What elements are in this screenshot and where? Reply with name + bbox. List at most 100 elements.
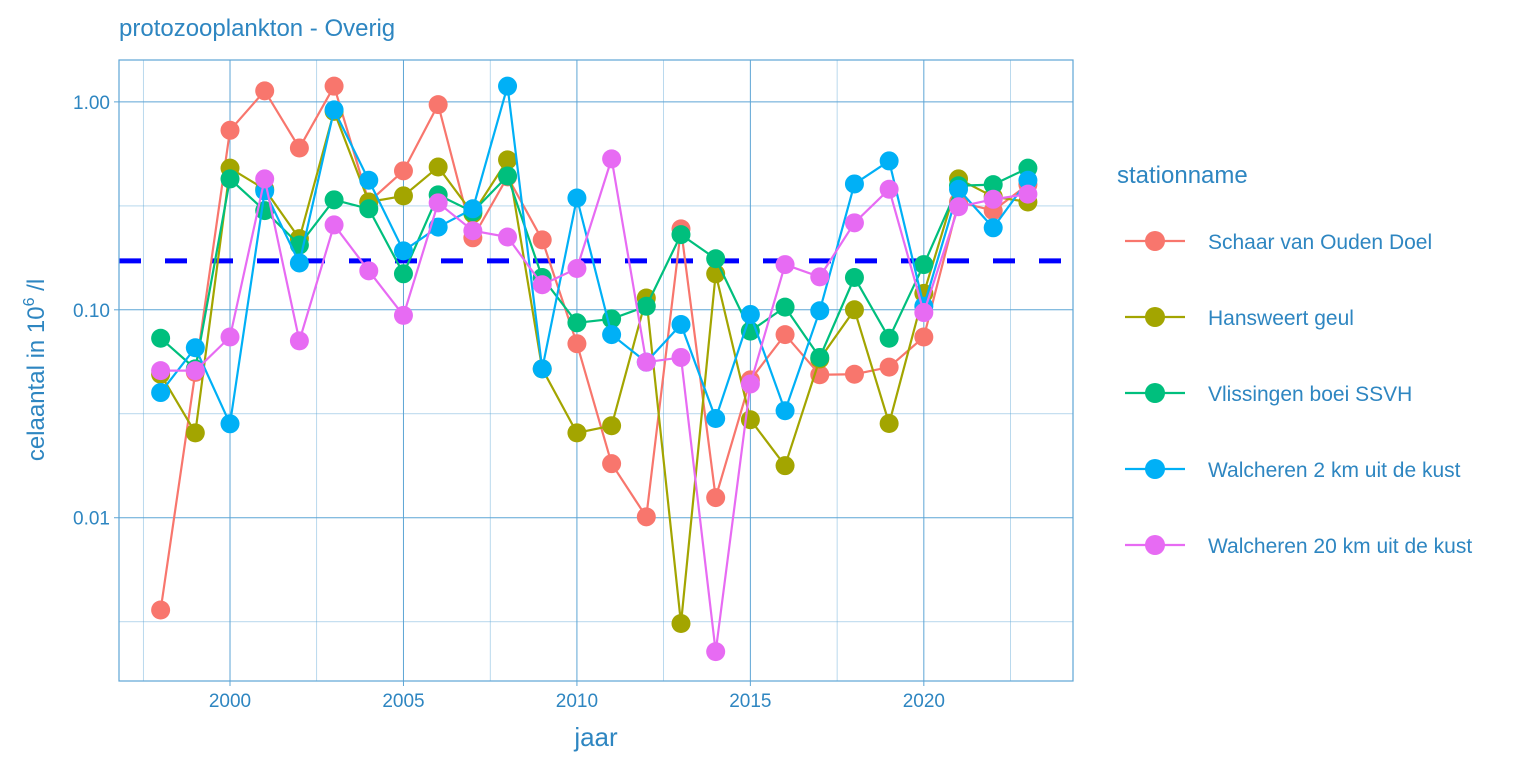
data-point	[775, 401, 795, 421]
data-point	[428, 217, 448, 237]
data-point	[151, 383, 171, 403]
x-tick-label: 2015	[729, 691, 771, 712]
data-point	[844, 213, 864, 233]
x-tick-label: 2020	[903, 691, 945, 712]
data-point	[671, 225, 691, 245]
data-point	[463, 221, 483, 241]
grid	[119, 60, 1073, 681]
data-point	[914, 255, 934, 275]
legend: stationname Schaar van Ouden Doel Hanswee…	[1117, 162, 1472, 558]
data-point	[393, 241, 413, 261]
data-point	[289, 331, 309, 351]
legend-key-point	[1145, 459, 1165, 479]
data-point	[775, 297, 795, 317]
series-walcheren-2-km-uit-de-kust	[151, 76, 1038, 434]
legend-key-point	[1145, 231, 1165, 251]
data-point	[706, 488, 726, 508]
data-point	[844, 174, 864, 194]
legend-title: stationname	[1117, 162, 1248, 189]
data-point	[983, 175, 1003, 195]
series-hansweert-geul	[151, 101, 1038, 634]
data-point	[810, 365, 830, 385]
data-point	[636, 296, 656, 316]
legend-key-point	[1145, 535, 1165, 555]
data-point	[359, 261, 379, 281]
data-point	[220, 120, 240, 140]
data-point	[914, 303, 934, 323]
data-point	[844, 300, 864, 320]
data-point	[185, 338, 205, 358]
data-point	[775, 325, 795, 345]
data-point	[463, 199, 483, 219]
data-point	[602, 149, 622, 169]
data-point	[602, 454, 622, 474]
x-axis-label: jaar	[573, 722, 618, 752]
data-point	[393, 305, 413, 325]
legend-label: Schaar van Ouden Doel	[1208, 231, 1432, 254]
y-tick-label: 0.10	[73, 301, 110, 322]
data-point	[289, 253, 309, 273]
legend-key-point	[1145, 383, 1165, 403]
data-point	[879, 357, 899, 377]
plot-border	[118, 59, 1074, 682]
data-point	[879, 328, 899, 348]
x-axis-ticks: 2000 2005 2010 2015 2020	[209, 681, 945, 712]
legend-label: Walcheren 20 km uit de kust	[1208, 535, 1472, 558]
data-point	[1018, 170, 1038, 190]
series-layer	[151, 76, 1038, 662]
data-point	[185, 423, 205, 443]
y-tick-label: 0.01	[73, 509, 110, 530]
data-point	[740, 304, 760, 324]
data-point	[740, 374, 760, 394]
data-point	[879, 151, 899, 171]
data-point	[636, 352, 656, 372]
data-point	[324, 190, 344, 210]
data-point	[220, 169, 240, 189]
data-point	[498, 227, 518, 247]
data-point	[706, 409, 726, 429]
data-point	[671, 614, 691, 634]
y-axis-label-exp: 6	[21, 297, 38, 306]
data-point	[949, 179, 969, 199]
data-point	[324, 76, 344, 96]
x-tick-label: 2000	[209, 691, 251, 712]
data-point	[983, 218, 1003, 238]
data-point	[775, 456, 795, 476]
data-point	[359, 170, 379, 190]
data-point	[567, 188, 587, 208]
y-axis-ticks: 0.01 0.10 1.00	[73, 93, 119, 530]
data-point	[567, 334, 587, 354]
data-point	[740, 410, 760, 430]
data-point	[498, 150, 518, 170]
data-point	[151, 361, 171, 381]
y-axis-label-unit: /l	[23, 279, 50, 298]
data-point	[567, 313, 587, 333]
data-point	[255, 169, 275, 189]
data-point	[879, 179, 899, 199]
data-point	[879, 413, 899, 433]
legend-label: Walcheren 2 km uit de kust	[1208, 459, 1461, 482]
data-point	[393, 264, 413, 284]
chart-title: protozooplankton - Overig	[119, 15, 395, 42]
data-point	[636, 507, 656, 527]
data-point	[393, 186, 413, 206]
data-point	[151, 600, 171, 620]
data-point	[567, 259, 587, 279]
data-point	[706, 642, 726, 662]
data-point	[983, 189, 1003, 209]
data-point	[775, 255, 795, 275]
data-point	[810, 267, 830, 287]
data-point	[151, 328, 171, 348]
y-axis-label: celaantal in 106 /l	[21, 279, 50, 461]
data-point	[532, 230, 552, 250]
data-point	[1018, 184, 1038, 204]
legend-label: Vlissingen boei SSVH	[1208, 383, 1412, 406]
data-point	[220, 327, 240, 347]
data-point	[185, 361, 205, 381]
y-tick-label: 1.00	[73, 93, 110, 114]
data-point	[324, 100, 344, 120]
data-point	[393, 161, 413, 181]
series-line	[159, 107, 1029, 624]
data-point	[532, 359, 552, 379]
